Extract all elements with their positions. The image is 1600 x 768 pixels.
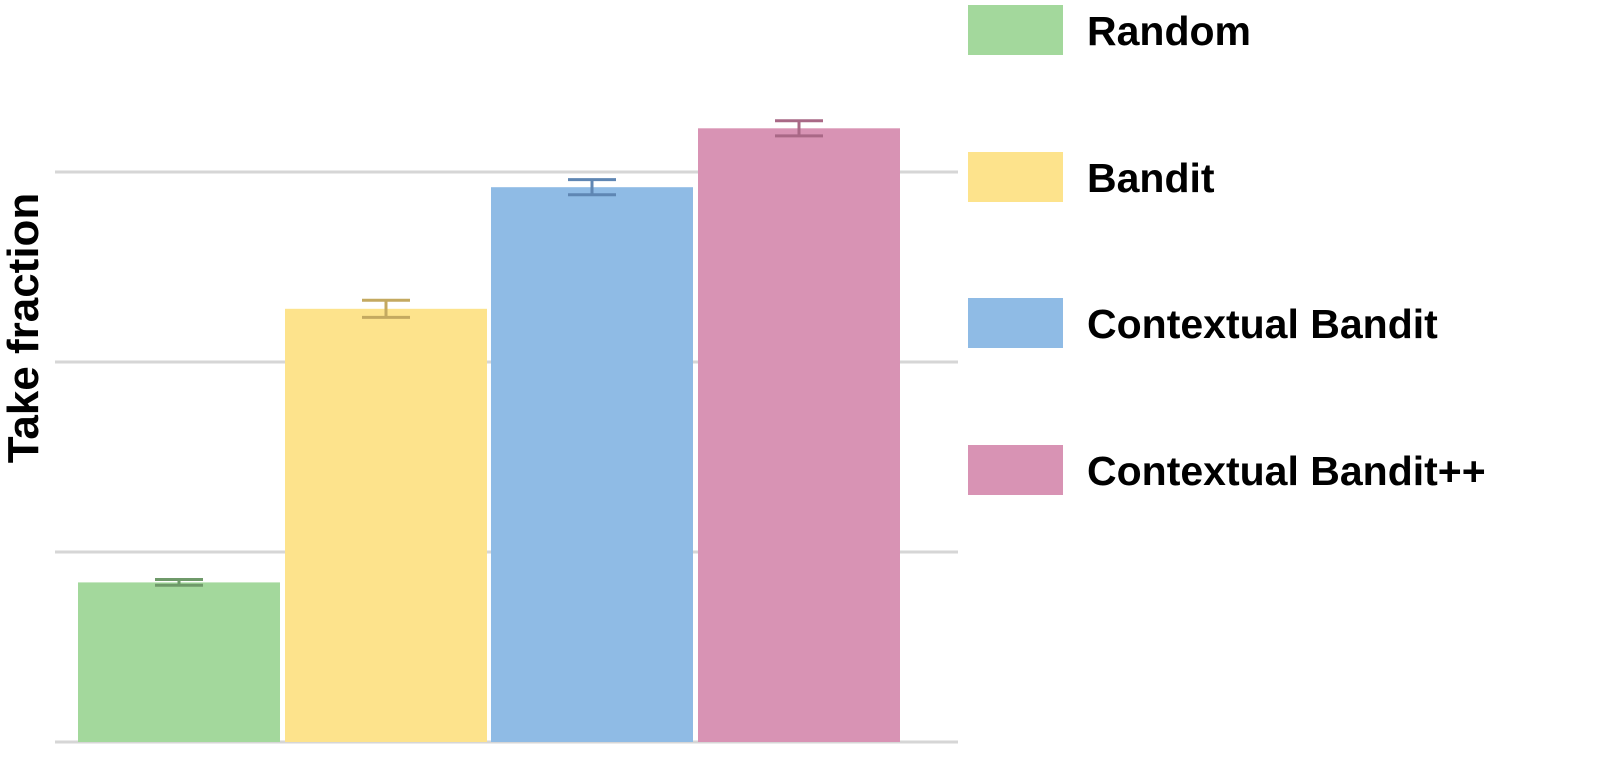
- bar-random: [78, 582, 280, 742]
- legend-label: Bandit: [1087, 155, 1215, 201]
- legend-swatch: [968, 445, 1063, 495]
- legend-label: Contextual Bandit: [1087, 301, 1438, 347]
- legend-item: Bandit: [968, 152, 1215, 202]
- legend: Random Bandit Contextual Bandit Contextual …: [968, 5, 1486, 495]
- legend-item: Contextual Bandit: [968, 298, 1438, 348]
- legend-label: Random: [1087, 8, 1251, 54]
- legend-swatch: [968, 298, 1063, 348]
- bar-contextual-bandit-: [698, 128, 900, 743]
- error-bar: [568, 178, 616, 197]
- error-bars: [155, 119, 823, 587]
- bar-bandit: [285, 308, 487, 742]
- legend-swatch: [968, 5, 1063, 55]
- error-bar: [362, 298, 410, 319]
- legend-item: Random: [968, 5, 1251, 55]
- legend-item: Contextual Bandit++: [968, 445, 1486, 495]
- legend-swatch: [968, 152, 1063, 202]
- error-bar: [775, 119, 823, 138]
- error-bar: [155, 578, 203, 587]
- y-axis-label: Take fraction: [0, 193, 48, 464]
- legend-label: Contextual Bandit++: [1087, 448, 1486, 494]
- bar-contextual-bandit: [491, 187, 693, 742]
- bars: [78, 128, 900, 743]
